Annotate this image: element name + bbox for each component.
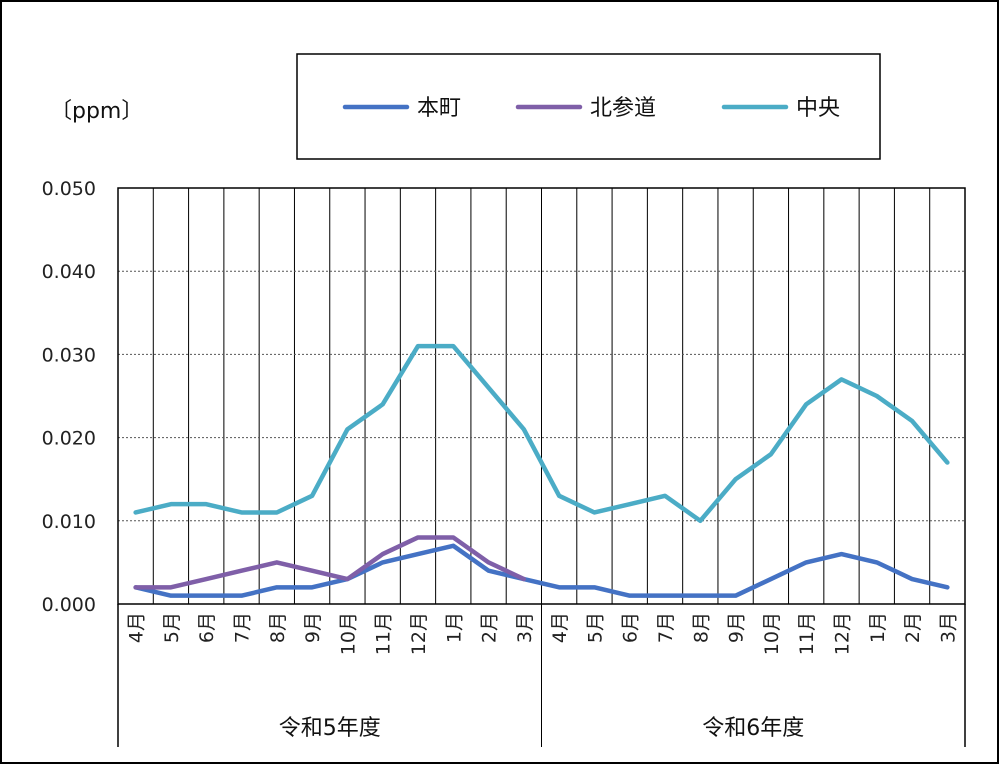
y-tick-label: 0.050 xyxy=(42,178,96,200)
x-tick-label: 9月 xyxy=(726,612,748,643)
plot-area-border xyxy=(117,187,966,605)
y-tick-label: 0.030 xyxy=(42,344,96,366)
y-unit-label: 〔ppm〕 xyxy=(50,99,143,124)
group-label: 令和5年度 xyxy=(279,716,381,741)
x-tick-label: 12月 xyxy=(831,612,853,655)
y-tick-label: 0.020 xyxy=(42,428,96,450)
x-tick-label: 8月 xyxy=(267,612,289,643)
series-line-3 xyxy=(133,343,950,524)
y-axis: 0.000 0.010 0.020 0.030 0.040 0.050 xyxy=(42,178,96,616)
x-tick-label: 9月 xyxy=(302,612,324,643)
x-tick-label: 11月 xyxy=(796,612,818,655)
legend-label: 本町 xyxy=(417,96,461,121)
group-label: 令和6年度 xyxy=(702,716,804,741)
legend: 本町 北参道 中央 xyxy=(296,53,881,160)
x-tick-label: 3月 xyxy=(937,612,959,643)
series-line-1 xyxy=(133,543,950,598)
x-tick-label: 12月 xyxy=(408,612,430,655)
x-tick-label: 3月 xyxy=(514,612,536,643)
legend-label: 北参道 xyxy=(590,96,656,121)
y-tick-label: 0.000 xyxy=(42,594,96,616)
x-tick-label: 1月 xyxy=(867,612,889,643)
x-tick-label: 8月 xyxy=(690,612,712,643)
y-tick-label: 0.040 xyxy=(42,261,96,283)
x-tick-label: 7月 xyxy=(232,612,254,643)
x-tick-label: 6月 xyxy=(620,612,642,643)
x-tick-label: 1月 xyxy=(443,612,465,643)
series-line-2 xyxy=(133,535,527,590)
x-tick-label: 2月 xyxy=(902,612,924,643)
legend-label: 中央 xyxy=(796,96,840,121)
x-tick-label: 7月 xyxy=(655,612,677,643)
y-tick-label: 0.010 xyxy=(42,511,96,533)
series-lines xyxy=(133,343,950,598)
grid xyxy=(118,188,965,604)
x-tick-label: 11月 xyxy=(373,612,395,655)
x-tick-label: 4月 xyxy=(549,612,571,643)
x-axis: 令和5年度 令和6年度 4月 5月 6月 7月 8月 9月 10月 11月 12月 1月 2月 3月 4月 5… xyxy=(117,604,966,747)
x-tick-label: 2月 xyxy=(479,612,501,643)
x-tick-label: 5月 xyxy=(584,612,606,643)
x-tick-label: 10月 xyxy=(337,612,359,655)
x-tick-label: 4月 xyxy=(126,612,148,643)
x-tick-label: 10月 xyxy=(761,612,783,655)
x-tick-label: 6月 xyxy=(196,612,218,643)
x-tick-label: 5月 xyxy=(161,612,183,643)
